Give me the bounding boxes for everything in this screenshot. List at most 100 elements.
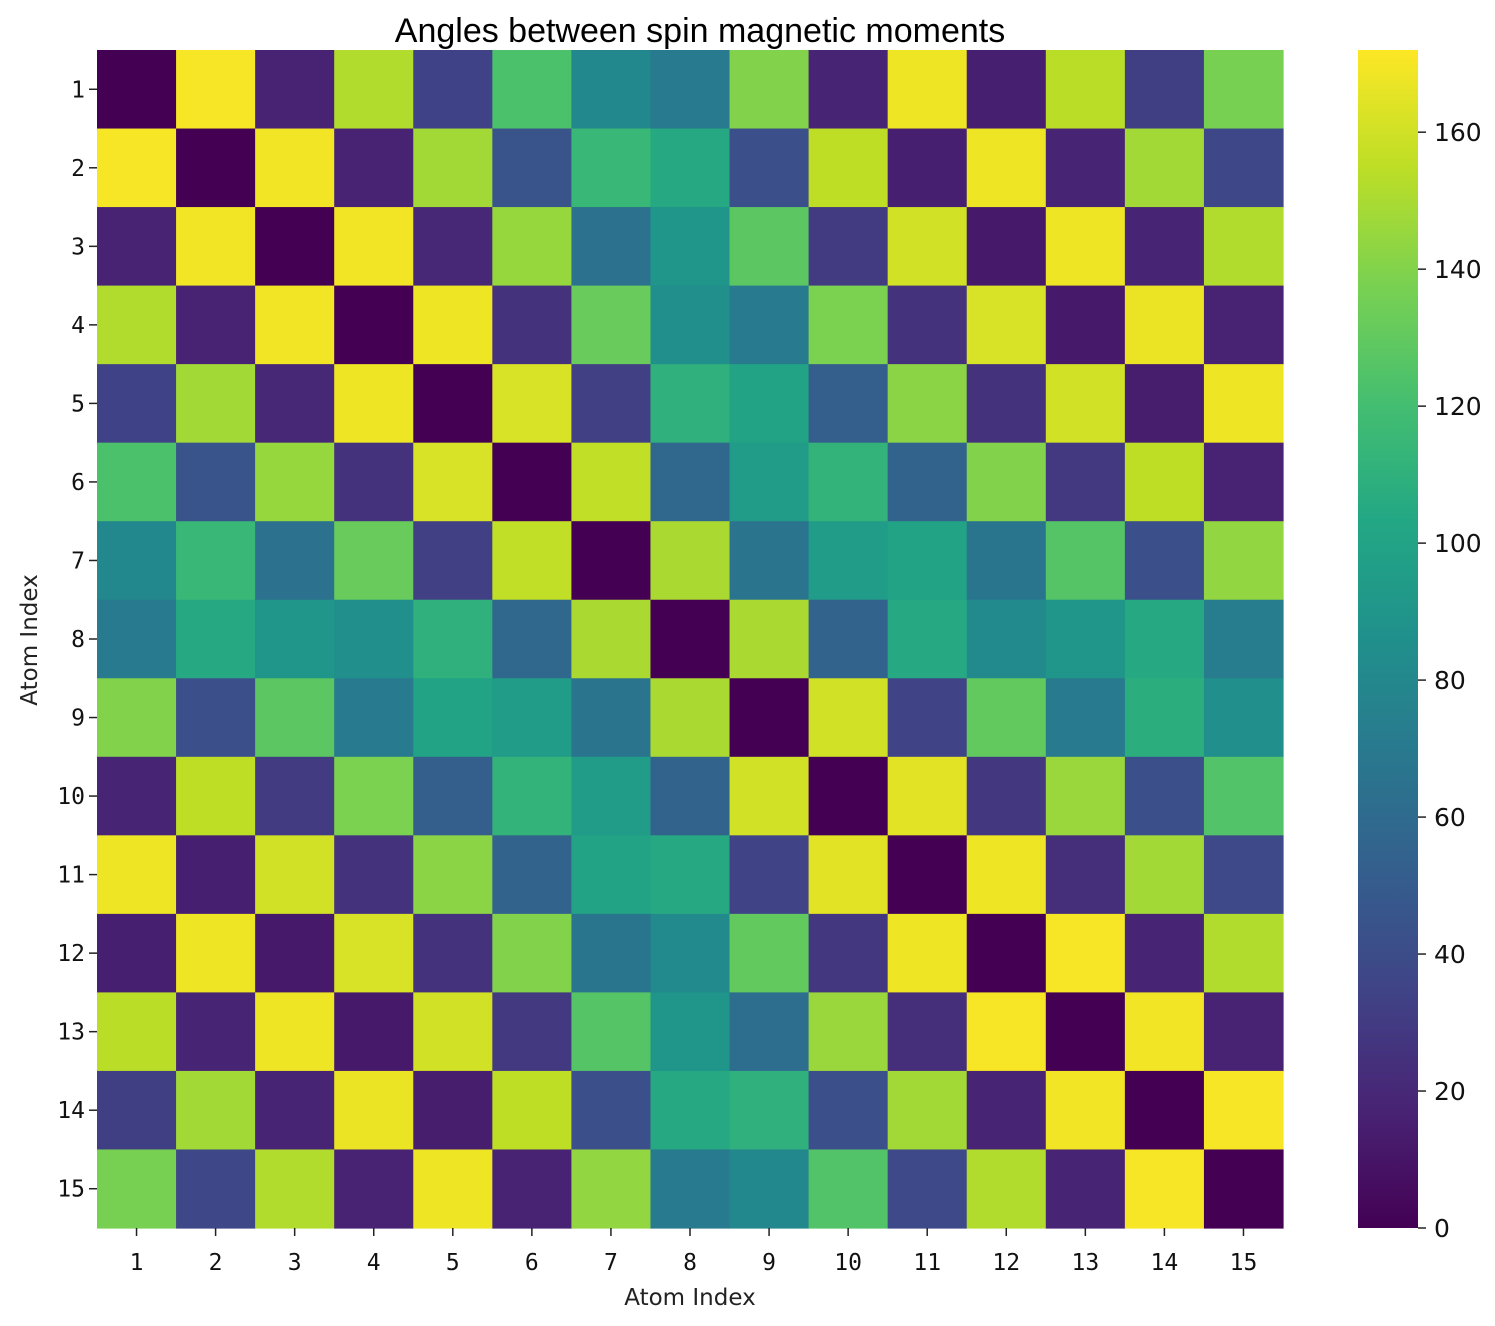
y-tick-label: 4 bbox=[71, 313, 85, 339]
y-tick-label: 6 bbox=[71, 470, 85, 496]
heatmap-cell bbox=[966, 599, 1047, 679]
heatmap-cell bbox=[413, 521, 493, 601]
heatmap-cell bbox=[1203, 835, 1284, 915]
heatmap-cell bbox=[97, 521, 177, 601]
heatmap-cell bbox=[966, 1070, 1047, 1151]
heatmap-cell bbox=[1045, 913, 1126, 993]
heatmap-cell bbox=[492, 207, 572, 287]
heatmap-cell bbox=[887, 207, 968, 287]
x-tick-label: 12 bbox=[992, 1250, 1020, 1276]
heatmap-cell bbox=[1045, 285, 1126, 365]
heatmap-cell bbox=[808, 1149, 889, 1229]
heatmap-cell bbox=[887, 992, 968, 1072]
heatmap-cell bbox=[413, 1149, 493, 1229]
heatmap-cell bbox=[1124, 835, 1205, 915]
heatmap-cell bbox=[1045, 521, 1126, 601]
heatmap-cell bbox=[729, 364, 810, 444]
heatmap-cell bbox=[887, 50, 968, 130]
heatmap-cell bbox=[729, 678, 810, 758]
heatmap-cell bbox=[808, 599, 889, 679]
x-tick-label: 6 bbox=[525, 1250, 539, 1276]
y-tick-label: 8 bbox=[71, 627, 85, 653]
heatmap-cell bbox=[571, 285, 652, 365]
heatmap-cell bbox=[255, 835, 335, 915]
heatmap-cell bbox=[413, 128, 493, 208]
heatmap-cell bbox=[729, 599, 810, 679]
y-tick-label: 7 bbox=[71, 548, 85, 574]
heatmap-cell bbox=[729, 756, 810, 836]
heatmap-cell bbox=[1045, 128, 1126, 208]
colorbar-tick-label: 80 bbox=[1434, 666, 1466, 695]
heatmap-cell bbox=[571, 756, 652, 836]
heatmap-cell bbox=[650, 756, 731, 836]
y-tick-label: 15 bbox=[57, 1177, 85, 1203]
colorbar-tick-label: 160 bbox=[1434, 118, 1482, 147]
heatmap-cell bbox=[1124, 1070, 1205, 1151]
heatmap-cell bbox=[255, 756, 335, 836]
heatmap-cell bbox=[729, 835, 810, 915]
heatmap-cell bbox=[97, 50, 177, 130]
x-tick-label: 13 bbox=[1071, 1250, 1099, 1276]
heatmap-cell bbox=[729, 207, 810, 287]
heatmap-cell bbox=[334, 364, 414, 444]
colorbar-tick-label: 0 bbox=[1434, 1214, 1450, 1243]
heatmap-cell bbox=[1203, 678, 1284, 758]
y-tick-label: 14 bbox=[57, 1098, 85, 1124]
heatmap-cell bbox=[334, 992, 414, 1072]
heatmap-cell bbox=[334, 128, 414, 208]
heatmap-cell bbox=[571, 599, 652, 679]
colorbar-tick-label: 120 bbox=[1434, 392, 1482, 421]
heatmap-cell bbox=[413, 442, 493, 522]
heatmap-cell bbox=[255, 992, 335, 1072]
heatmap-cell bbox=[729, 1070, 810, 1151]
x-tick-label: 8 bbox=[683, 1250, 697, 1276]
heatmap-cell bbox=[176, 50, 256, 130]
heatmap-cell bbox=[1124, 50, 1205, 130]
colorbar-tick-label: 20 bbox=[1434, 1077, 1466, 1106]
heatmap-cell bbox=[571, 364, 652, 444]
heatmap-cell bbox=[729, 521, 810, 601]
heatmap-cell bbox=[571, 913, 652, 993]
heatmap-cell bbox=[808, 50, 889, 130]
heatmap-cell bbox=[492, 128, 572, 208]
heatmap-cell bbox=[1203, 50, 1284, 130]
x-tick-label: 10 bbox=[834, 1250, 862, 1276]
y-tick-label: 9 bbox=[71, 706, 85, 732]
heatmap-cell bbox=[334, 1070, 414, 1151]
heatmap-cell bbox=[650, 835, 731, 915]
y-tick-label: 13 bbox=[57, 1020, 85, 1046]
heatmap-cell bbox=[887, 835, 968, 915]
heatmap-cell bbox=[808, 442, 889, 522]
heatmap-cell bbox=[808, 364, 889, 444]
heatmap-cell bbox=[808, 992, 889, 1072]
heatmap-cell bbox=[1124, 913, 1205, 993]
heatmap-cell bbox=[1203, 285, 1284, 365]
heatmap-cell bbox=[97, 1149, 177, 1229]
heatmap-cell bbox=[492, 285, 572, 365]
heatmap-cell bbox=[334, 599, 414, 679]
heatmap-cell bbox=[1045, 1149, 1126, 1229]
heatmap-cell bbox=[1124, 207, 1205, 287]
heatmap-cell bbox=[97, 599, 177, 679]
heatmap-cell bbox=[492, 678, 572, 758]
heatmap-cell bbox=[492, 756, 572, 836]
heatmap-cell bbox=[1203, 992, 1284, 1072]
x-tick-label: 14 bbox=[1151, 1250, 1179, 1276]
heatmap-cell bbox=[729, 913, 810, 993]
heatmap-cell bbox=[887, 442, 968, 522]
heatmap-cell bbox=[255, 442, 335, 522]
heatmap-cell bbox=[966, 364, 1047, 444]
heatmap-cell bbox=[1124, 285, 1205, 365]
heatmap-cell bbox=[176, 442, 256, 522]
heatmap-cell bbox=[966, 913, 1047, 993]
heatmap-cell bbox=[334, 678, 414, 758]
heatmap-cell bbox=[255, 599, 335, 679]
heatmap-cell bbox=[413, 364, 493, 444]
heatmap-cell bbox=[1203, 1149, 1284, 1229]
heatmap-cell bbox=[413, 756, 493, 836]
heatmap-cell bbox=[97, 442, 177, 522]
heatmap-cell bbox=[1124, 442, 1205, 522]
x-tick-label: 15 bbox=[1230, 1250, 1258, 1276]
heatmap-cell bbox=[650, 128, 731, 208]
